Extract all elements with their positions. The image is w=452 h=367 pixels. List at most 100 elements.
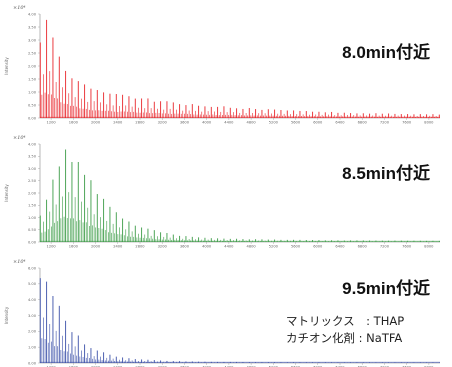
x-tick-label: 2800 bbox=[135, 245, 145, 249]
y-tick-label: 4.00 bbox=[28, 142, 37, 146]
spectrum-baseline bbox=[40, 361, 440, 363]
x-tick-label: 6400 bbox=[335, 121, 345, 125]
y-tick-label: 2.00 bbox=[28, 64, 37, 68]
x-tick-label: 1600 bbox=[69, 121, 79, 125]
x-tick-label: 2400 bbox=[113, 121, 123, 125]
x-tick-label: 2800 bbox=[135, 366, 145, 367]
x-tick-label: 4000 bbox=[202, 121, 212, 125]
spectrum-plot-2: ×10⁴ Intensity 4.00 3.50 3.00 2.50 2.00 1.50 1.0… bbox=[4, 135, 440, 249]
y-tick-label: 3.00 bbox=[28, 314, 37, 318]
x-tick-label: 4000 bbox=[202, 366, 212, 367]
matrix-label: マトリックス : THAP bbox=[286, 314, 405, 328]
spectrum-panel-1: ×10⁴ Intensity 4.00 3.50 3.00 2.50 2.00 1.50 1.0… bbox=[0, 0, 452, 125]
y-tick-label: 2.50 bbox=[28, 51, 37, 55]
y-tick-label: 0.00 bbox=[28, 240, 37, 244]
x-tick-label: 3600 bbox=[180, 366, 190, 367]
x-tick-label: 4000 bbox=[202, 245, 212, 249]
x-tick-label: 1600 bbox=[69, 245, 79, 249]
x-tick-label: 7600 bbox=[402, 366, 412, 367]
spectrum-panel-3: ×10⁴ Intensity 6.00 5.00 4.00 3.00 2.00 1.00 0.0… bbox=[0, 246, 452, 367]
x-tick-label: 2000 bbox=[91, 366, 101, 367]
y-tick-label: 2.00 bbox=[28, 191, 37, 195]
x-tick-label: 4800 bbox=[247, 121, 257, 125]
x-tick-label: 2400 bbox=[113, 366, 123, 367]
x-tick-label: 5600 bbox=[291, 245, 301, 249]
x-tick-label: 6800 bbox=[358, 121, 368, 125]
x-tick-label: 1200 bbox=[47, 366, 57, 367]
x-tick-label: 8000 bbox=[424, 245, 434, 249]
y-tick-label: 1.00 bbox=[28, 216, 37, 220]
x-tick-label: 6800 bbox=[358, 366, 368, 367]
x-tick-label: 1200 bbox=[47, 245, 57, 249]
x-tick-label: 5200 bbox=[269, 366, 279, 367]
panel-title-3: 9.5min付近 bbox=[342, 279, 430, 298]
x-tick-label: 2000 bbox=[91, 121, 101, 125]
x-tick-label: 6000 bbox=[313, 121, 323, 125]
measurement-conditions: マトリックス : THAP カチオン化剤 : NaTFA bbox=[286, 313, 404, 347]
spectrum-baseline bbox=[40, 116, 440, 118]
y-tick-label: 3.00 bbox=[28, 167, 37, 171]
x-tick-label: 4400 bbox=[224, 245, 234, 249]
y-tick-label: 0.50 bbox=[28, 228, 37, 232]
panel-title-2: 8.5min付近 bbox=[342, 164, 430, 183]
y-axis-label: Intensity bbox=[4, 306, 9, 324]
y-tick-label: 3.50 bbox=[28, 25, 37, 29]
spectrum-peaks bbox=[39, 19, 440, 118]
x-tick-label: 8000 bbox=[424, 121, 434, 125]
spectrum-panel-2: ×10⁴ Intensity 4.00 3.50 3.00 2.50 2.00 1.50 1.0… bbox=[0, 122, 452, 249]
x-tick-label: 4400 bbox=[224, 121, 234, 125]
x-tick-label: 6400 bbox=[335, 245, 345, 249]
x-tick-label: 4800 bbox=[247, 245, 257, 249]
y-tick-label: 1.00 bbox=[28, 345, 37, 349]
panel-title-1: 8.0min付近 bbox=[342, 43, 430, 62]
x-tick-label: 6000 bbox=[313, 245, 323, 249]
x-tick-label: 1200 bbox=[47, 121, 57, 125]
x-tick-label: 3600 bbox=[180, 245, 190, 249]
x-tick-label: 3200 bbox=[158, 366, 168, 367]
y-tick-label: 3.00 bbox=[28, 38, 37, 42]
x-tick-label: 7200 bbox=[380, 366, 390, 367]
spectrum-plot-3: ×10⁴ Intensity 6.00 5.00 4.00 3.00 2.00 1.00 0.0… bbox=[4, 259, 440, 367]
y-tick-label: 1.00 bbox=[28, 90, 37, 94]
spectrum-baseline bbox=[40, 240, 440, 242]
y-axis-label: Intensity bbox=[4, 57, 9, 75]
x-tick-label: 3200 bbox=[158, 121, 168, 125]
spectrum-peaks bbox=[39, 149, 440, 242]
x-tick-label: 5200 bbox=[269, 121, 279, 125]
spectrum-plot-1: ×10⁴ Intensity 4.00 3.50 3.00 2.50 2.00 1.50 1.0… bbox=[4, 5, 440, 125]
x-tick-label: 5200 bbox=[269, 245, 279, 249]
x-tick-label: 4400 bbox=[224, 366, 234, 367]
y-tick-label: 6.00 bbox=[28, 266, 37, 270]
x-tick-label: 8000 bbox=[424, 366, 434, 367]
x-tick-label: 2800 bbox=[135, 121, 145, 125]
y-axis-label: Intensity bbox=[4, 184, 9, 202]
y-tick-label: 3.50 bbox=[28, 155, 37, 159]
x-tick-label: 7200 bbox=[380, 121, 390, 125]
y-tick-label: 0.50 bbox=[28, 103, 37, 107]
x-tick-label: 7600 bbox=[402, 121, 412, 125]
x-tick-label: 5600 bbox=[291, 366, 301, 367]
x-tick-label: 6800 bbox=[358, 245, 368, 249]
x-tick-label: 7600 bbox=[402, 245, 412, 249]
x-tick-label: 5600 bbox=[291, 121, 301, 125]
y-tick-label: 5.00 bbox=[28, 282, 37, 286]
spectrum-peaks bbox=[39, 278, 440, 363]
y-tick-label: 1.50 bbox=[28, 77, 37, 81]
y-tick-label: 4.00 bbox=[28, 298, 37, 302]
x-tick-label: 1600 bbox=[69, 366, 79, 367]
y-tick-label: 1.50 bbox=[28, 204, 37, 208]
x-tick-label: 7200 bbox=[380, 245, 390, 249]
y-exponent-label: ×10⁴ bbox=[13, 259, 26, 265]
y-tick-label: 2.00 bbox=[28, 330, 37, 334]
y-exponent-label: ×10⁴ bbox=[13, 135, 26, 141]
y-tick-label: 4.00 bbox=[28, 12, 37, 16]
x-tick-label: 6400 bbox=[335, 366, 345, 367]
x-tick-label: 6000 bbox=[313, 366, 323, 367]
x-tick-label: 3200 bbox=[158, 245, 168, 249]
x-tick-label: 2400 bbox=[113, 245, 123, 249]
y-exponent-label: ×10⁴ bbox=[13, 5, 26, 11]
y-tick-label: 2.50 bbox=[28, 179, 37, 183]
x-tick-label: 4800 bbox=[247, 366, 257, 367]
x-tick-label: 3600 bbox=[180, 121, 190, 125]
cation-agent-label: カチオン化剤 : NaTFA bbox=[286, 331, 403, 345]
